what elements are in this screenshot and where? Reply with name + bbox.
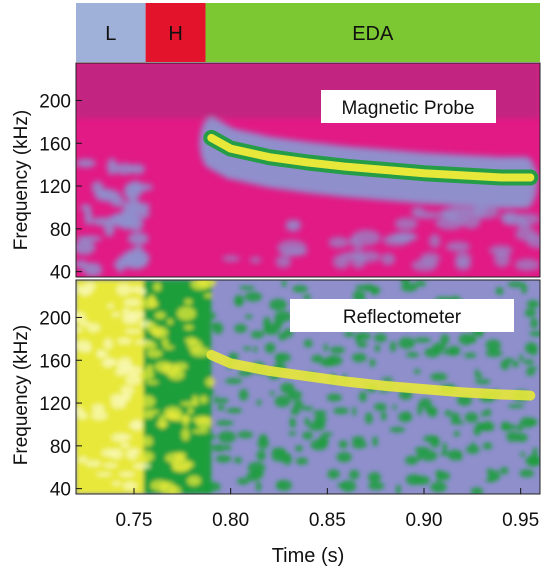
regime-h: H <box>145 3 206 62</box>
top-box-label: Magnetic Probe <box>321 90 496 123</box>
y-tick-label: 160 <box>39 351 71 372</box>
top-y-axis-label: Frequency (kHz) <box>11 110 32 250</box>
bottom-y-axis-label: Frequency (kHz) <box>11 325 32 465</box>
bottom-box-label-text: Reflectometer <box>343 307 462 328</box>
bottom-box-label: Reflectometer <box>290 299 514 332</box>
top-panel-frame <box>75 62 541 278</box>
regime-segment <box>76 3 146 62</box>
y-tick-label: 80 <box>50 220 71 241</box>
y-tick-label: 40 <box>50 480 71 501</box>
magnetic-probe-panel: 40 80 120 160 200 Magnetic Probe Frequency (… <box>11 62 541 284</box>
y-tick-label: 80 <box>50 437 71 458</box>
y-tick-label: 120 <box>39 394 71 415</box>
reflectometer-panel: 40 80 120 160 200 0.75 0.80 0.85 0.90 0.95 Refle… <box>11 279 541 567</box>
x-tick-label: 0.75 <box>116 510 153 531</box>
y-tick-label: 160 <box>39 134 71 155</box>
x-tick-label: 0.80 <box>212 510 249 531</box>
y-tick-label: 40 <box>50 263 71 284</box>
regime-label: EDA <box>352 23 394 45</box>
bottom-mode-trace <box>206 349 536 401</box>
x-axis: 0.75 0.80 0.85 0.90 0.95 <box>116 488 539 531</box>
top-mode-trace <box>203 129 539 186</box>
y-tick-label: 200 <box>39 91 71 112</box>
regime-eda: EDA <box>205 3 541 62</box>
y-tick-label: 120 <box>39 177 71 198</box>
regime-segment <box>145 3 206 62</box>
regime-label: L <box>105 23 116 45</box>
regime-segment <box>205 3 541 62</box>
top-box-label-background <box>321 90 496 123</box>
mode-trace-core <box>207 133 535 182</box>
bottom-panel-frame <box>75 279 541 495</box>
bottom-y-axis: 40 80 120 160 200 <box>39 308 82 501</box>
mode-trace <box>206 349 536 401</box>
x-tick-label: 0.95 <box>502 510 539 531</box>
bottom-box-label-background <box>290 299 514 332</box>
x-axis-label: Time (s) <box>272 545 345 567</box>
top-y-axis: 40 80 120 160 200 <box>39 91 82 284</box>
x-tick-label: 0.90 <box>406 510 443 531</box>
top-box-label-text: Magnetic Probe <box>341 98 474 119</box>
x-tick-label: 0.85 <box>309 510 346 531</box>
bottom-spectral-texture <box>76 280 540 494</box>
regime-bar: L H EDA <box>76 3 541 62</box>
regime-l: L <box>76 3 146 62</box>
y-tick-label: 200 <box>39 308 71 329</box>
regime-label: H <box>168 23 182 45</box>
